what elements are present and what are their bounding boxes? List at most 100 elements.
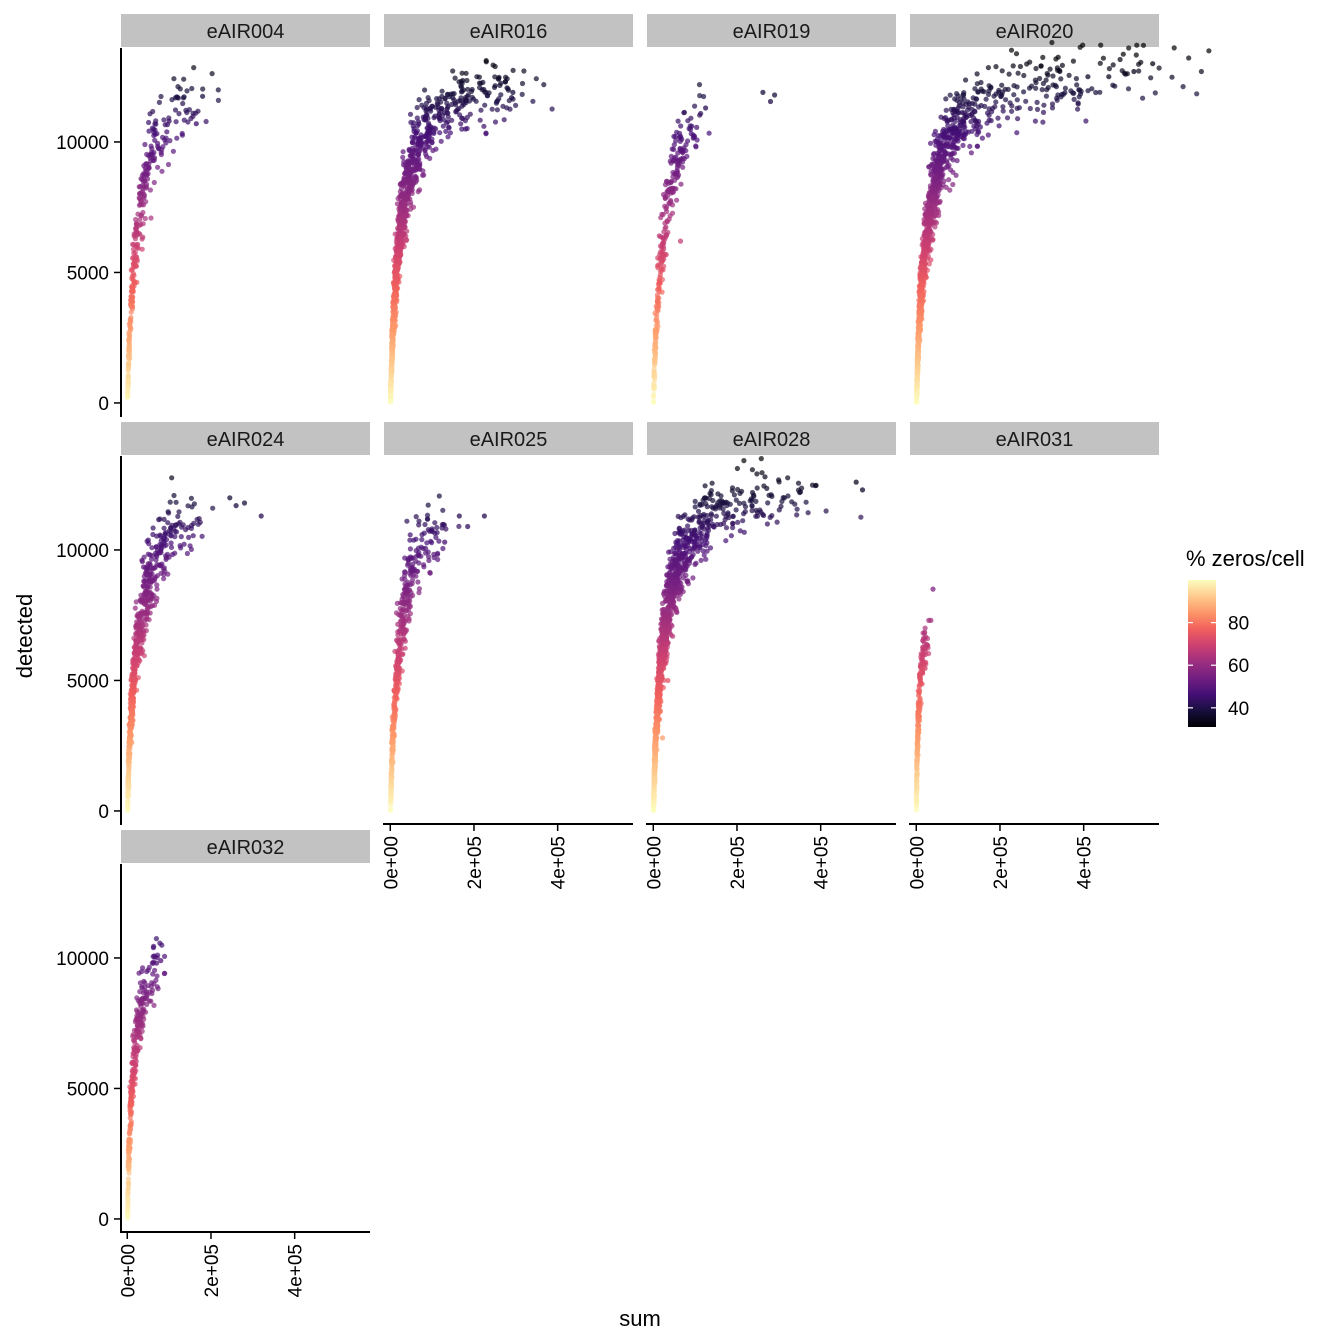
- data-point: [521, 68, 527, 74]
- data-point: [393, 680, 399, 686]
- data-point: [181, 76, 187, 82]
- data-point: [1073, 76, 1079, 82]
- data-point: [159, 168, 165, 174]
- data-point: [423, 151, 429, 157]
- data-point: [674, 162, 681, 168]
- data-point: [391, 709, 398, 715]
- data-point: [419, 537, 425, 543]
- data-point: [175, 95, 181, 101]
- data-point: [133, 216, 139, 223]
- data-point: [494, 99, 500, 105]
- data-point: [765, 500, 771, 506]
- data-point: [1010, 63, 1016, 69]
- data-point: [188, 495, 194, 501]
- data-point: [477, 85, 483, 91]
- data-point: [953, 172, 959, 178]
- data-point: [978, 102, 984, 109]
- data-point: [436, 538, 442, 544]
- data-point: [135, 649, 142, 655]
- data-point: [126, 340, 132, 346]
- data-point: [142, 178, 148, 184]
- data-point: [190, 533, 196, 539]
- data-point: [1021, 72, 1027, 79]
- data-point: [180, 522, 186, 528]
- data-point: [141, 202, 147, 208]
- data-point: [1015, 70, 1021, 76]
- data-point: [961, 121, 967, 127]
- data-point: [151, 578, 157, 584]
- data-point: [1000, 104, 1006, 110]
- data-point: [973, 126, 979, 132]
- data-point: [392, 699, 398, 705]
- data-point: [389, 336, 395, 342]
- facet-eAIR024: eAIR024: [121, 422, 370, 813]
- data-point: [432, 520, 438, 526]
- data-point: [134, 637, 141, 643]
- data-point: [675, 150, 681, 156]
- facet-eAIR019: eAIR019: [647, 14, 896, 405]
- data-point: [965, 99, 971, 105]
- data-point: [530, 98, 536, 104]
- data-point: [413, 130, 419, 136]
- data-point: [172, 107, 179, 113]
- data-point: [930, 237, 936, 243]
- data-point: [1131, 68, 1137, 75]
- data-point: [1054, 97, 1060, 103]
- data-point: [519, 80, 526, 87]
- data-point: [926, 261, 932, 267]
- data-point: [389, 357, 395, 363]
- data-point: [1140, 42, 1147, 48]
- data-point: [960, 142, 966, 148]
- data-point: [930, 187, 936, 193]
- data-point: [1004, 115, 1011, 121]
- data-point: [129, 739, 135, 745]
- data-point: [142, 215, 148, 222]
- data-point: [689, 554, 695, 560]
- data-point: [227, 495, 233, 501]
- data-point: [125, 784, 131, 790]
- facet-strip: [910, 14, 1159, 47]
- data-point: [199, 533, 205, 539]
- data-point: [401, 590, 407, 596]
- data-point: [979, 88, 985, 94]
- data-point: [1125, 86, 1132, 92]
- data-point: [991, 93, 997, 99]
- data-point: [167, 532, 173, 538]
- data-point: [1097, 60, 1103, 66]
- data-point: [681, 109, 688, 115]
- data-point: [678, 123, 684, 129]
- data-point: [961, 136, 967, 142]
- data-point: [673, 609, 680, 615]
- data-point: [409, 139, 416, 145]
- data-point: [396, 647, 402, 653]
- data-point: [1039, 87, 1045, 93]
- data-point: [659, 289, 665, 295]
- data-point: [995, 115, 1001, 121]
- data-point: [792, 501, 798, 507]
- data-point: [168, 544, 175, 551]
- data-point: [149, 545, 155, 551]
- data-point: [215, 97, 221, 103]
- data-point: [151, 565, 157, 571]
- data-point: [483, 131, 489, 137]
- data-point: [158, 562, 164, 568]
- data-point: [416, 586, 422, 592]
- data-point: [955, 145, 961, 151]
- data-point: [464, 77, 470, 84]
- data-point: [210, 505, 216, 511]
- data-point: [927, 140, 934, 146]
- data-point: [171, 76, 177, 82]
- data-point: [1100, 55, 1106, 61]
- data-point: [400, 601, 406, 607]
- facet-strip: [121, 14, 370, 47]
- data-point: [464, 93, 470, 100]
- data-point: [669, 202, 676, 208]
- data-point: [150, 108, 156, 115]
- data-point: [701, 93, 707, 100]
- data-point: [445, 91, 451, 97]
- data-point: [660, 267, 666, 273]
- data-point: [1136, 68, 1142, 74]
- data-point: [151, 179, 157, 186]
- data-point: [1070, 58, 1076, 64]
- data-point: [138, 198, 144, 204]
